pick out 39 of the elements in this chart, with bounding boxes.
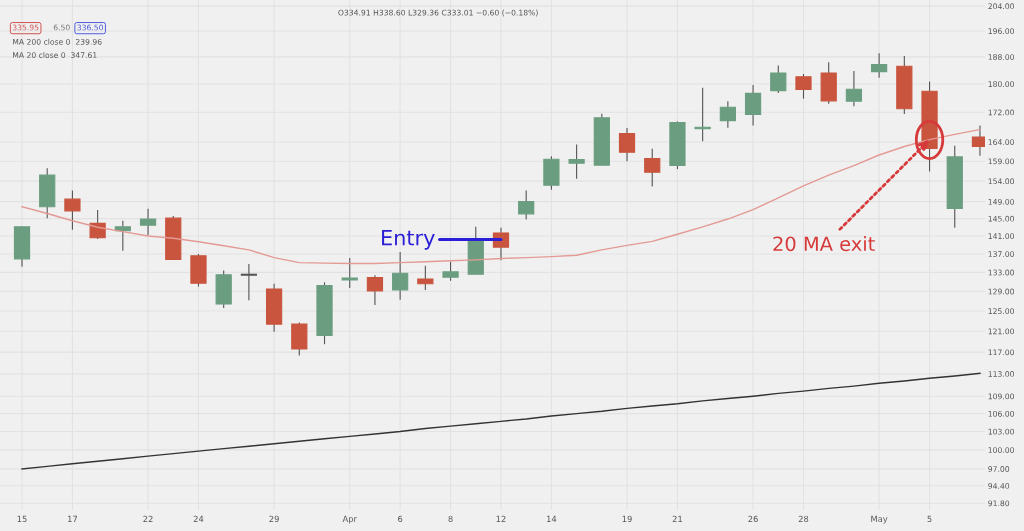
candlestick <box>770 65 787 94</box>
x-tick-label: 12 <box>496 515 506 522</box>
x-tick-label: 6 <box>398 515 403 523</box>
x-tick-label: 19 <box>622 515 632 523</box>
x-tick-label: 14 <box>547 515 557 522</box>
candlestick <box>392 251 409 301</box>
candlestick <box>139 208 157 236</box>
x-tick-label: 8 <box>448 515 453 523</box>
line-series <box>21 372 981 470</box>
x-tick-label: May <box>871 515 888 524</box>
x-tick-label: 26 <box>748 515 758 523</box>
x-tick-label: 22 <box>143 515 153 522</box>
x-tick-label: 21 <box>672 515 682 522</box>
candlestick <box>568 144 585 180</box>
x-tick-label: 15 <box>17 515 27 523</box>
candlestick <box>89 209 106 240</box>
x-tick-label: 28 <box>798 515 809 523</box>
x-tick-label: 24 <box>193 515 204 522</box>
candlestick <box>417 265 434 291</box>
x-tick-label: 17 <box>68 515 78 522</box>
annotation: 20 MA exit <box>773 236 875 252</box>
candlestick <box>719 100 736 129</box>
candlestick <box>64 189 81 231</box>
candlestick <box>618 127 636 162</box>
candlestick <box>871 52 888 79</box>
candlestick <box>114 220 131 252</box>
candlestick <box>744 84 762 127</box>
x-tick-label: Apr <box>342 515 357 524</box>
x-tick-label: 5 <box>927 515 932 523</box>
x-tick-label: 29 <box>269 515 279 523</box>
candlestick <box>644 148 661 187</box>
candlestick <box>240 263 258 301</box>
annotation: Entry <box>382 230 435 250</box>
candlestick <box>845 70 863 107</box>
candlestick <box>795 73 812 100</box>
candlestick <box>341 257 358 289</box>
candlestick <box>366 274 384 306</box>
candlestick <box>518 189 535 221</box>
candlestick <box>442 261 459 282</box>
